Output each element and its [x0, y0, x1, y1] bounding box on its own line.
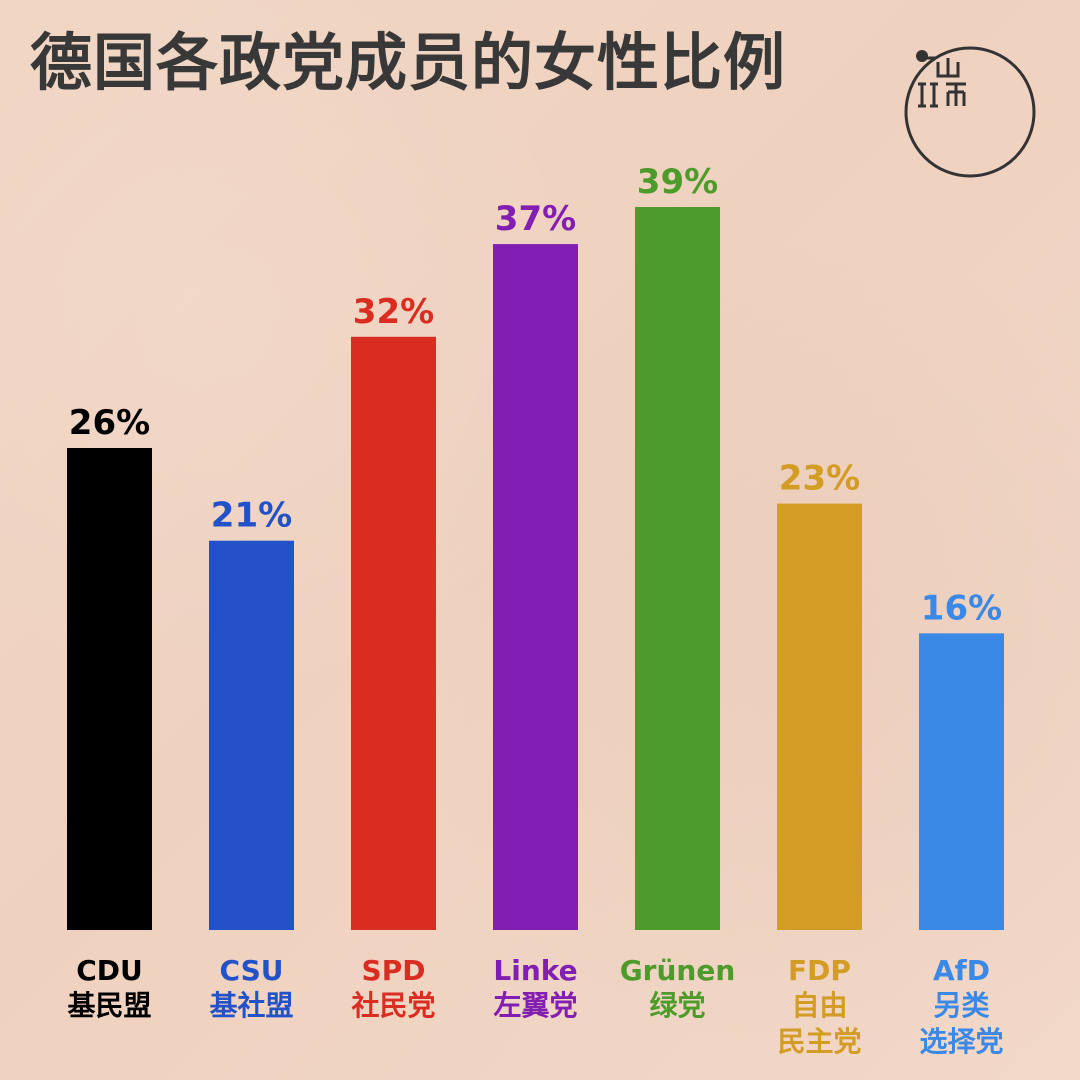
- category-sublabel-cdu-0: 基民盟: [67, 989, 151, 1022]
- bar-grünen: [635, 207, 720, 930]
- bar-fdp: [777, 503, 862, 930]
- category-sublabel-spd-0: 社民党: [351, 989, 435, 1022]
- value-label-linke: 37%: [495, 199, 576, 239]
- category-sublabel-csu-0: 基社盟: [209, 989, 293, 1022]
- category-sublabel-afd-1: 选择党: [919, 1025, 1003, 1058]
- category-sublabel-fdp-1: 民主党: [777, 1025, 861, 1058]
- value-label-spd: 32%: [353, 292, 434, 332]
- value-label-afd: 16%: [921, 588, 1002, 628]
- value-label-cdu: 26%: [69, 403, 150, 443]
- bar-csu: [209, 540, 294, 930]
- brand-logo: [904, 46, 1036, 178]
- category-label-fdp: FDP: [788, 954, 851, 987]
- category-sublabel-fdp-0: 自由: [791, 989, 847, 1022]
- bar-linke: [493, 244, 578, 931]
- value-label-csu: 21%: [211, 496, 292, 536]
- category-label-cdu: CDU: [76, 954, 143, 987]
- chart-title: 德国各政党成员的女性比例: [30, 26, 787, 99]
- category-sublabel-linke-0: 左翼党: [493, 989, 577, 1022]
- category-label-spd: SPD: [362, 954, 426, 987]
- category-sublabel-afd-0: 另类: [933, 989, 989, 1022]
- value-label-fdp: 23%: [779, 459, 860, 499]
- bar-afd: [919, 633, 1004, 930]
- category-label-grünen: Grünen: [620, 954, 736, 987]
- category-label-linke: Linke: [493, 954, 577, 987]
- category-label-afd: AfD: [933, 954, 990, 987]
- category-label-csu: CSU: [220, 954, 284, 987]
- bar-cdu: [67, 448, 152, 930]
- bar-spd: [351, 336, 436, 930]
- value-label-grünen: 39%: [637, 162, 718, 202]
- category-sublabel-grünen-0: 绿党: [649, 989, 705, 1022]
